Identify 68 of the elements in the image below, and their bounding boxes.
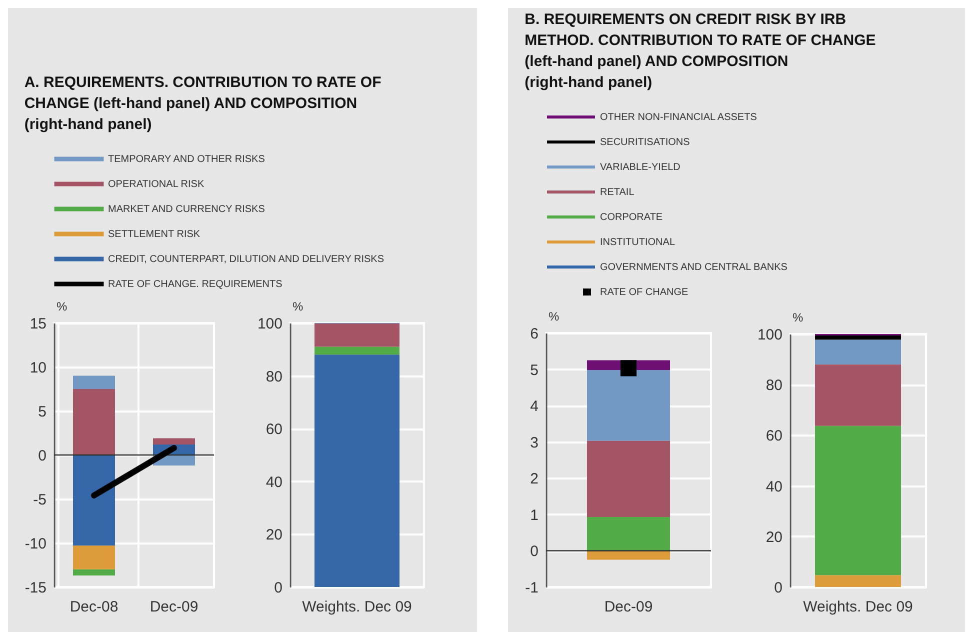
legend-label: MARKET AND CURRENCY RISKS bbox=[108, 204, 266, 215]
legend-label: RETAIL bbox=[600, 187, 635, 198]
x-tick-label: Dec-08 bbox=[70, 598, 118, 616]
chart-title: A. REQUIREMENTS. CONTRIBUTION TO RATE OF CHANGE (left-hand panel) AND COMPOSITION (right-hand panel) bbox=[24, 74, 382, 133]
y-tick-label: 10 bbox=[30, 360, 46, 376]
y-tick-label: 80 bbox=[766, 377, 782, 394]
y-tick-label: 6 bbox=[530, 326, 538, 342]
y-tick-label: 5 bbox=[530, 362, 538, 379]
y-tick-label: 60 bbox=[766, 428, 782, 445]
x-tick-label: Weights. Dec 09 bbox=[302, 598, 412, 616]
x-tick-label: Weights. Dec 09 bbox=[803, 598, 913, 616]
y-axis-title: % bbox=[792, 310, 804, 324]
legend-label: OTHER NON-FINANCIAL ASSETS bbox=[600, 112, 758, 123]
legend-label: INSTITUTIONAL bbox=[600, 237, 676, 248]
bar bbox=[587, 516, 670, 551]
bar bbox=[815, 336, 901, 340]
y-tick-label: 0 bbox=[274, 580, 282, 596]
y-tick-label: -5 bbox=[33, 492, 46, 508]
bar bbox=[73, 455, 115, 546]
legend-label: SETTLEMENT RISK bbox=[108, 229, 200, 240]
y-tick-label: -10 bbox=[24, 536, 46, 552]
y-tick-label: 20 bbox=[266, 526, 282, 544]
y-tick-label: 0 bbox=[38, 448, 46, 464]
y-tick-label: 20 bbox=[766, 528, 782, 546]
legend-label: RATE OF CHANGE. REQUIREMENTS bbox=[108, 279, 283, 290]
legend-label: CORPORATE bbox=[600, 212, 663, 223]
bar bbox=[587, 440, 670, 517]
y-tick-label: 100 bbox=[257, 316, 282, 332]
y-tick-label: 3 bbox=[530, 434, 538, 452]
bar bbox=[73, 569, 115, 576]
legend-label: VARIABLE-YIELD bbox=[600, 162, 680, 173]
bar bbox=[314, 346, 400, 355]
y-tick-label: 0 bbox=[774, 580, 782, 596]
bar bbox=[153, 438, 195, 444]
bar bbox=[587, 370, 670, 441]
chart-title: B. REQUIREMENTS ON CREDIT RISK BY IRB METHOD. CONTRIBUTION TO RATE OF CHANGE (left-hand panel) AND COMPOSITION (right-hand panel) bbox=[524, 11, 876, 91]
y-tick-label: -15 bbox=[24, 580, 46, 596]
bar bbox=[815, 364, 901, 426]
legend-label: RATE OF CHANGE bbox=[600, 287, 688, 298]
y-tick-label: 4 bbox=[530, 398, 538, 416]
bar bbox=[815, 575, 901, 587]
bar bbox=[73, 546, 115, 570]
y-axis-title: % bbox=[548, 310, 560, 324]
y-axis-title: % bbox=[56, 300, 68, 314]
y-axis-title: % bbox=[292, 300, 304, 314]
bar bbox=[815, 426, 901, 576]
x-tick-label: Dec-09 bbox=[604, 598, 653, 616]
y-tick-label: 40 bbox=[766, 478, 782, 496]
y-tick-label: 60 bbox=[266, 421, 282, 438]
legend-label: TEMPORARY AND OTHER RISKS bbox=[108, 154, 266, 165]
y-tick-label: -1 bbox=[525, 580, 538, 596]
legend-label: SECURITISATIONS bbox=[600, 137, 690, 148]
bar bbox=[73, 389, 115, 455]
y-tick-label: 2 bbox=[530, 470, 538, 488]
legend-label: CREDIT, COUNTERPART, DILUTION AND DELIVERY RISKS bbox=[108, 254, 384, 265]
y-tick-label: 100 bbox=[757, 326, 782, 344]
x-tick-label: Dec-09 bbox=[150, 598, 198, 616]
y-tick-label: 80 bbox=[266, 368, 282, 386]
bar bbox=[314, 324, 400, 347]
y-tick-label: 40 bbox=[266, 474, 282, 491]
y-tick-label: 0 bbox=[530, 543, 538, 560]
y-tick-label: 5 bbox=[38, 404, 46, 420]
y-tick-label: 15 bbox=[30, 316, 46, 332]
y-tick-label: 1 bbox=[530, 506, 538, 524]
bar bbox=[815, 340, 901, 364]
legend-label: GOVERNMENTS AND CENTRAL BANKS bbox=[600, 262, 788, 273]
legend-label: OPERATIONAL RISK bbox=[108, 179, 204, 190]
bar bbox=[73, 376, 115, 389]
